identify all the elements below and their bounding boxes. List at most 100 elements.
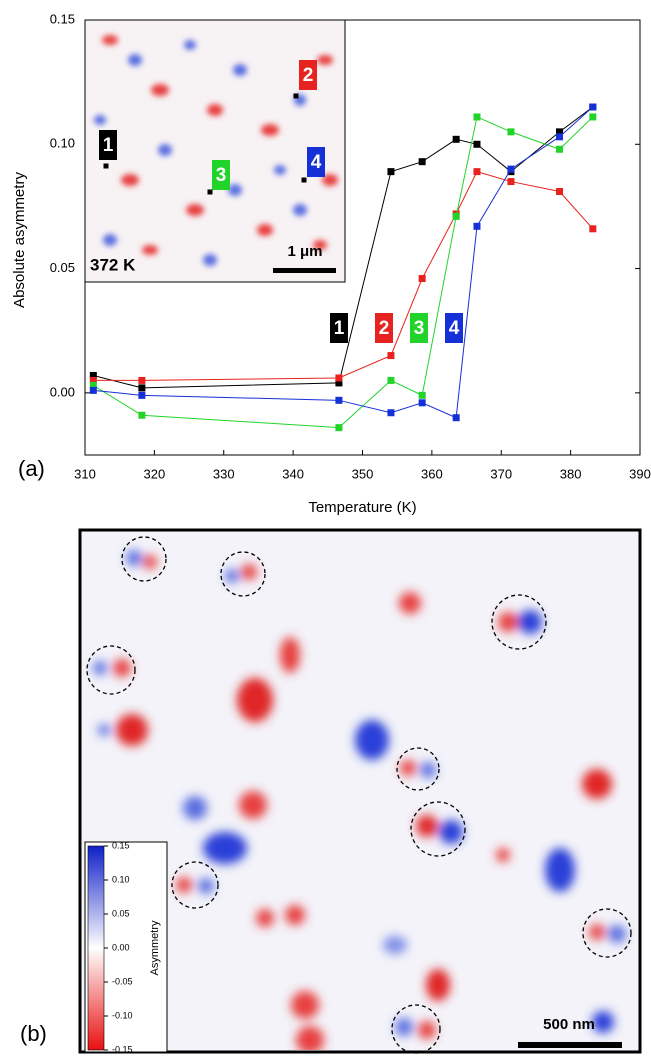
- inset-marker-box: [299, 60, 317, 90]
- data-point: [473, 168, 481, 176]
- colorbar-tick-label: 0.00: [112, 942, 130, 952]
- y-tick-label: 0.00: [50, 384, 75, 399]
- colorbar-tick-label: 0.10: [112, 874, 130, 884]
- data-point: [556, 133, 564, 141]
- colorbar-tick-label: -0.15: [112, 1044, 133, 1054]
- series-label: 2: [379, 318, 390, 339]
- series-label-box: [375, 313, 393, 343]
- data-point: [589, 113, 597, 121]
- data-point: [387, 409, 395, 417]
- data-point: [418, 399, 426, 407]
- data-point: [452, 135, 460, 143]
- data-point: [507, 128, 515, 136]
- x-tick-label: 330: [213, 466, 235, 481]
- inset-scale-label: 1 μm: [287, 243, 322, 260]
- inset-marker-label: 3: [216, 165, 227, 186]
- inset-marker-box: [99, 130, 117, 160]
- data-point: [473, 113, 481, 121]
- scale-label: 500 nm: [543, 1016, 595, 1033]
- x-tick-label: 310: [74, 466, 96, 481]
- data-point: [89, 386, 97, 394]
- data-point: [89, 381, 97, 389]
- data-point: [473, 140, 481, 148]
- x-tick-label: 360: [421, 466, 443, 481]
- data-point: [507, 178, 515, 186]
- data-point: [335, 424, 343, 432]
- inset-marker-box: [307, 147, 325, 177]
- data-point: [387, 168, 395, 176]
- colorbar-tick-label: 0.05: [112, 908, 130, 918]
- series-label-box: [410, 313, 428, 343]
- inset-marker-label: 1: [103, 135, 114, 156]
- data-point: [589, 103, 597, 111]
- y-axis-label: Absolute asymmetry: [11, 172, 28, 308]
- series-label-box: [330, 313, 348, 343]
- panel-label: (a): [18, 456, 45, 481]
- data-point: [89, 376, 97, 384]
- data-point: [556, 128, 564, 136]
- x-tick-label: 340: [282, 466, 304, 481]
- data-point: [452, 212, 460, 220]
- y-tick-label: 0.10: [50, 136, 75, 151]
- data-point: [589, 225, 597, 233]
- series-label-box: [445, 313, 463, 343]
- data-point: [89, 371, 97, 379]
- inset-location: [301, 177, 307, 183]
- data-point: [556, 188, 564, 196]
- series-label: 4: [449, 318, 460, 339]
- scale-bar: [518, 1042, 622, 1048]
- series-label: 1: [334, 318, 345, 339]
- series-line: [93, 106, 594, 389]
- data-point: [138, 391, 146, 399]
- scale-bar: [273, 268, 336, 273]
- image-frame: [78, 528, 642, 1054]
- colorbar: [87, 845, 105, 1051]
- data-point: [418, 391, 426, 399]
- data-point: [387, 376, 395, 384]
- inset-image: 1 μm 372 K 1 2 3 4: [84, 19, 346, 283]
- highlight-circles: [86, 536, 632, 1054]
- data-point: [335, 379, 343, 387]
- series-line: [93, 106, 594, 419]
- panel-b: 500 nm Asymmetry (b) 0.15 0.10 0.05 0.00 -0.…: [20, 528, 642, 1054]
- data-point: [335, 374, 343, 382]
- data-point: [473, 222, 481, 230]
- x-tick-label: 380: [560, 466, 582, 481]
- series-label: 3: [414, 318, 425, 339]
- inset-marker-box: [212, 160, 230, 190]
- inset-domains: [94, 35, 338, 266]
- colorbar-tick-label: -0.10: [112, 1010, 133, 1020]
- inset-marker-label: 2: [303, 65, 314, 86]
- data-point: [138, 384, 146, 392]
- data-point: [418, 158, 426, 166]
- x-axis-label: Temperature (K): [308, 499, 416, 516]
- inset-location: [103, 163, 109, 169]
- x-tick-label: 320: [144, 466, 166, 481]
- inset-location: [207, 189, 213, 195]
- series-line: [93, 116, 594, 429]
- domains: [93, 550, 626, 1050]
- panel-label: (b): [20, 1021, 47, 1046]
- data-point: [418, 275, 426, 283]
- x-tick-label: 350: [352, 466, 374, 481]
- y-tick-label: 0.05: [50, 260, 75, 275]
- colorbar-label: Asymmetry: [149, 920, 161, 976]
- inset-location: [293, 93, 299, 99]
- colorbar-tick-label: 0.15: [112, 840, 130, 850]
- colorbar-tick-label: -0.05: [112, 976, 133, 986]
- data-point: [138, 376, 146, 384]
- inset-label: 372 K: [90, 255, 136, 274]
- y-tick-label: 0.15: [50, 11, 75, 26]
- panel-a: 0.00 0.05 0.10 0.15 310 320 330 340 350 360 370 380…: [11, 11, 651, 516]
- data-point: [387, 352, 395, 360]
- data-point: [138, 411, 146, 419]
- data-point: [556, 145, 564, 153]
- series-line: [93, 171, 594, 381]
- inset-marker-label: 4: [311, 152, 322, 173]
- x-tick-label: 370: [490, 466, 512, 481]
- data-point: [507, 165, 515, 173]
- data-point: [335, 396, 343, 404]
- x-tick-label: 390: [629, 466, 651, 481]
